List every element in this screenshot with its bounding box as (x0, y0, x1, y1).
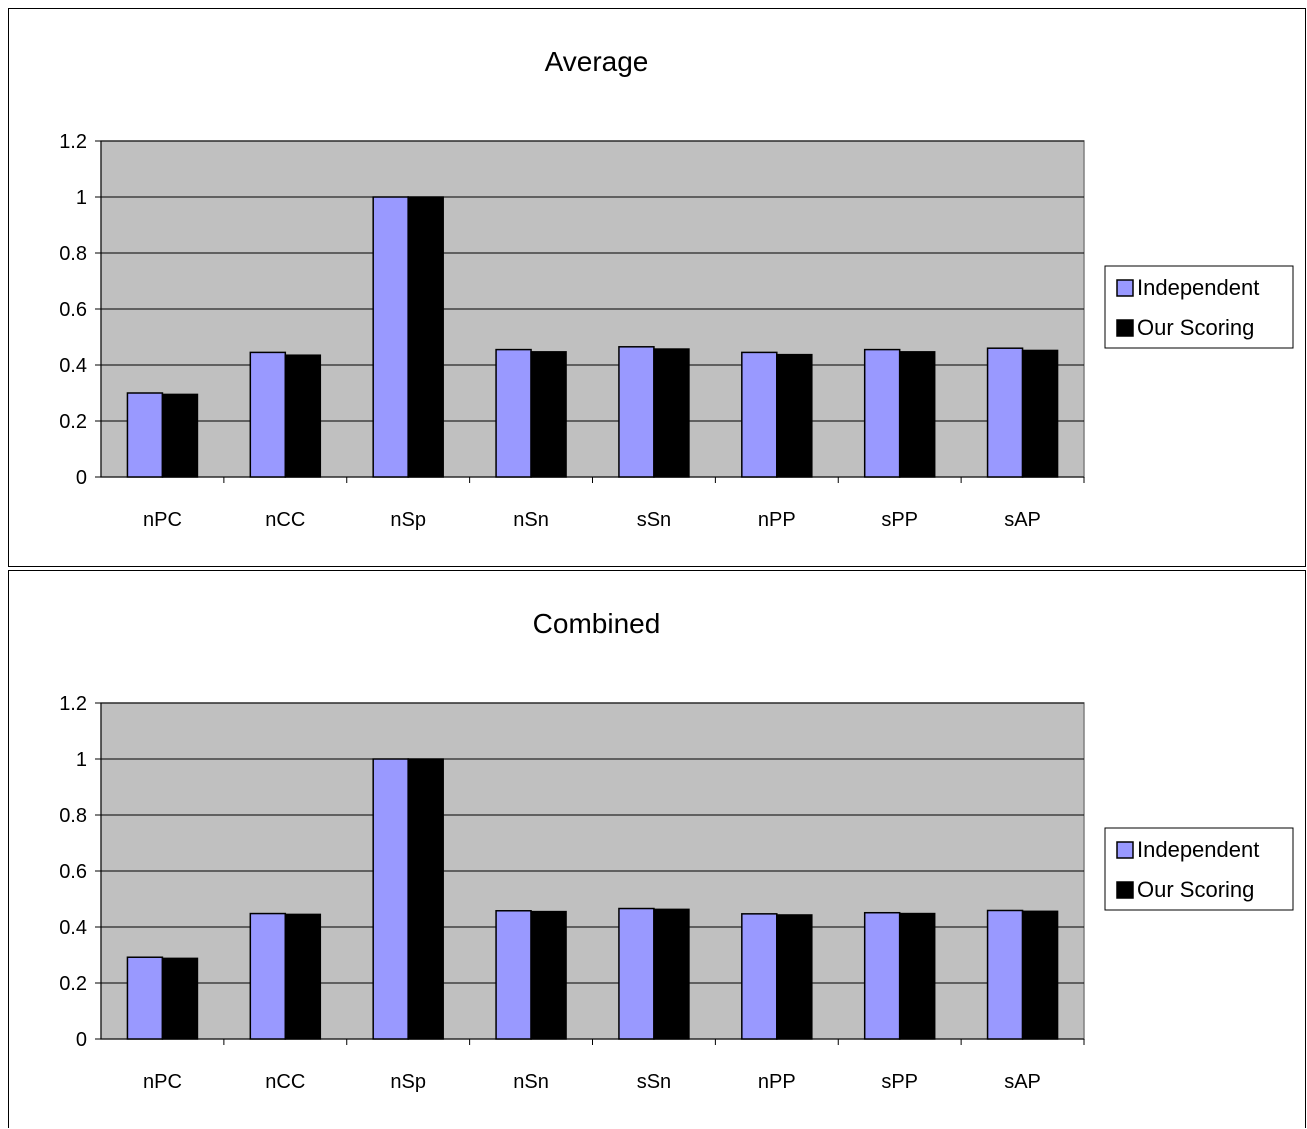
x-tick-label: nCC (265, 1071, 305, 1093)
bar-independent-sAP (986, 347, 1024, 478)
legend-swatch (1116, 319, 1134, 337)
y-tick-label: 0.6 (59, 861, 87, 883)
x-tick-label: sPP (881, 509, 918, 531)
x-tick-label: nSn (513, 509, 549, 531)
bar-independent-nPP (741, 913, 778, 1040)
bar-our-scoring-nSp (407, 758, 444, 1040)
bar-our-scoring-sAP (1021, 910, 1059, 1040)
y-tick-label: 0.8 (59, 805, 87, 827)
chart-title: Average (545, 46, 649, 77)
bar-our-scoring-nCC (284, 913, 322, 1040)
x-tick-label: nPP (758, 509, 796, 531)
bar-our-scoring-sAP (1021, 349, 1059, 478)
x-tick-label: nCC (265, 509, 305, 531)
y-tick-label: 0.4 (59, 917, 87, 939)
y-tick-label: 1.2 (59, 693, 87, 715)
bar-independent-nPP (741, 351, 778, 478)
bar-our-scoring-nCC (284, 354, 322, 478)
legend-label: Independent (1137, 837, 1259, 862)
bar-our-scoring-sPP (898, 912, 936, 1040)
x-tick-label: nPP (758, 1071, 796, 1093)
bar-our-scoring-nSp (407, 196, 444, 478)
bar-our-scoring-nPP (776, 353, 813, 478)
bar-independent-sPP (863, 911, 901, 1040)
y-tick-label: 0.4 (59, 355, 87, 377)
bar-independent-nSn (495, 910, 532, 1040)
chart-combined: Combined 0 0.2 0.4 0.6 0.8 1 1.2 nPC nCC nSp nSn sSn… (8, 570, 1306, 1128)
bar-independent-sSn (618, 346, 655, 478)
bar-our-scoring-nPP (776, 914, 813, 1040)
legend-swatch (1116, 881, 1134, 899)
y-tick-label: 0 (76, 1029, 87, 1051)
x-tick-label: nSp (390, 509, 426, 531)
y-tick-label: 0.2 (59, 411, 87, 433)
x-tick-label: sSn (637, 1071, 671, 1093)
x-tick-label: nPC (143, 509, 182, 531)
x-tick-label: sAP (1004, 509, 1041, 531)
bar-our-scoring-nPC (161, 393, 199, 478)
legend-label: Our Scoring (1137, 877, 1254, 902)
chart-average: Average 0 0.2 0.4 0.6 0.8 1 1.2 nPC nCC nSp nSn sSn n… (8, 8, 1306, 567)
x-tick-label: nSp (390, 1071, 426, 1093)
bar-our-scoring-nSn (530, 351, 567, 478)
bar-independent-nPC (126, 956, 164, 1040)
y-tick-label: 1 (76, 749, 87, 771)
y-tick-label: 0.6 (59, 299, 87, 321)
x-tick-label: sSn (637, 509, 671, 531)
bar-our-scoring-nSn (530, 910, 567, 1040)
y-tick-label: 0 (76, 467, 87, 489)
x-tick-label: nPC (143, 1071, 182, 1093)
bar-independent-nSp (372, 196, 409, 478)
bar-independent-nSp (372, 758, 409, 1040)
x-tick-label: nSn (513, 1071, 549, 1093)
y-tick-label: 1 (76, 187, 87, 209)
bar-independent-nCC (249, 351, 287, 478)
chart-title: Combined (533, 608, 661, 639)
bar-independent-nSn (495, 348, 532, 478)
bar-independent-sAP (986, 909, 1024, 1040)
bar-independent-sPP (863, 348, 901, 478)
x-tick-label: sAP (1004, 1071, 1041, 1093)
chart-combined-svg: Combined 0 0.2 0.4 0.6 0.8 1 1.2 nPC nCC nSp nSn sSn… (59, 608, 1294, 1093)
legend-label: Independent (1137, 275, 1259, 300)
x-tick-label: sPP (881, 1071, 918, 1093)
legend (1104, 265, 1294, 349)
bar-independent-sSn (618, 907, 655, 1040)
bar-our-scoring-sPP (898, 351, 936, 478)
legend-label: Our Scoring (1137, 315, 1254, 340)
bar-our-scoring-nPC (161, 957, 199, 1040)
chart-average-svg: Average 0 0.2 0.4 0.6 0.8 1 1.2 nPC nCC nSp nSn sSn n… (59, 46, 1294, 531)
bar-independent-nCC (249, 912, 287, 1040)
bar-our-scoring-sSn (653, 908, 690, 1040)
bar-our-scoring-sSn (653, 348, 690, 478)
y-tick-label: 1.2 (59, 131, 87, 153)
legend-swatch (1116, 279, 1134, 297)
y-tick-label: 0.8 (59, 243, 87, 265)
legend (1104, 827, 1294, 911)
bar-independent-nPC (126, 392, 164, 478)
y-tick-label: 0.2 (59, 973, 87, 995)
legend-swatch (1116, 841, 1134, 859)
